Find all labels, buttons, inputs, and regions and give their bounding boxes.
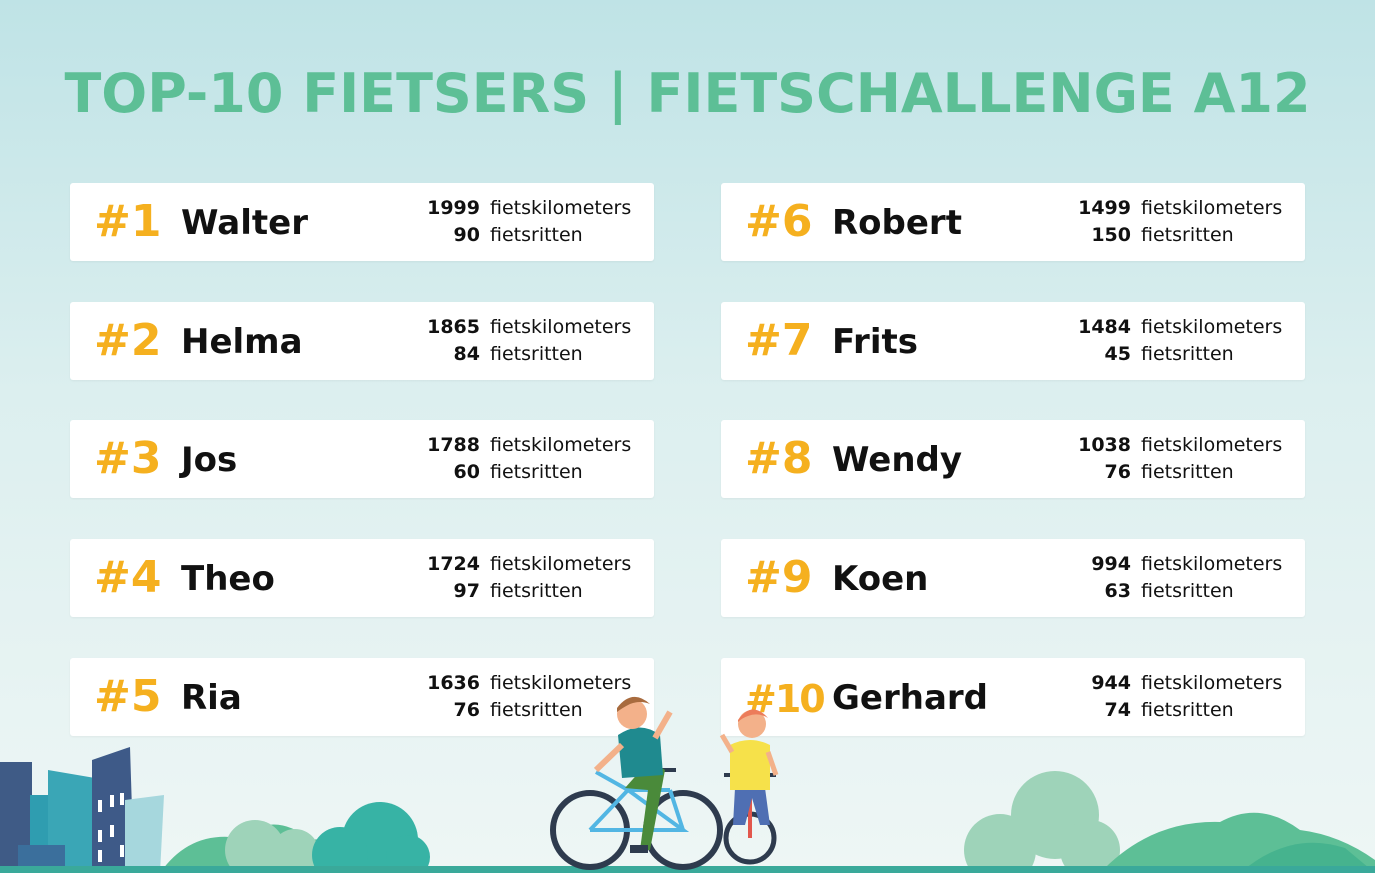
- rider-name: Theo: [181, 559, 275, 599]
- leaderboard-card-8: #8 Wendy 1038 fietskilometers 76 fietsritt…: [721, 420, 1305, 498]
- rides-value: 84: [453, 343, 480, 365]
- km-value: 1865: [427, 316, 480, 338]
- rides-unit: fietsritten: [490, 224, 583, 246]
- rider-name: Robert: [832, 203, 962, 243]
- rider-stats: 1038 fietskilometers 76 fietsritten: [1078, 434, 1283, 488]
- leaderboard-card-6: #6 Robert 1499 fietskilometers 150 fietsri…: [721, 183, 1305, 261]
- rides-unit: fietsritten: [1141, 580, 1234, 602]
- rider-name: Helma: [181, 322, 303, 362]
- km-value: 1484: [1078, 316, 1131, 338]
- rides-unit: fietsritten: [1141, 224, 1234, 246]
- rank-number: #7: [745, 315, 813, 366]
- rides-unit: fietsritten: [490, 461, 583, 483]
- rider-name: Wendy: [832, 440, 963, 480]
- rank-number: #8: [745, 433, 813, 484]
- rides-value: 45: [1104, 343, 1131, 365]
- km-unit: fietskilometers: [490, 434, 632, 456]
- km-unit: fietskilometers: [490, 553, 632, 575]
- bushes-icon: [160, 802, 430, 873]
- rank-number: #1: [94, 196, 162, 247]
- km-value: 994: [1091, 553, 1131, 575]
- rider-name: Koen: [832, 559, 929, 599]
- rides-unit: fietsritten: [1141, 699, 1234, 721]
- km-unit: fietskilometers: [1141, 553, 1283, 575]
- rank-number: #3: [94, 433, 162, 484]
- rider-stats: 1484 fietskilometers 45 fietsritten: [1078, 316, 1283, 370]
- rides-unit: fietsritten: [1141, 343, 1234, 365]
- leaderboard-card-4: #4 Theo 1724 fietskilometers 97 fietsritte…: [70, 539, 654, 617]
- rides-unit: fietsritten: [490, 580, 583, 602]
- leaderboard-card-7: #7 Frits 1484 fietskilometers 45 fietsritt…: [721, 302, 1305, 380]
- rider-stats: 1636 fietskilometers 76 fietsritten: [427, 672, 632, 726]
- rank-number: #4: [94, 552, 162, 603]
- rides-value: 74: [1104, 699, 1131, 721]
- leaderboard-card-9: #9 Koen 994 fietskilometers 63 fietsritten: [721, 539, 1305, 617]
- rides-unit: fietsritten: [490, 699, 583, 721]
- rider-name: Jos: [181, 440, 238, 480]
- city-buildings-icon: [0, 747, 164, 873]
- km-unit: fietskilometers: [490, 316, 632, 338]
- rider-name: Walter: [181, 203, 308, 243]
- km-value: 1788: [427, 434, 480, 456]
- rides-value: 60: [453, 461, 480, 483]
- leaderboard-card-3: #3 Jos 1788 fietskilometers 60 fietsritten: [70, 420, 654, 498]
- km-value: 1499: [1078, 197, 1131, 219]
- rider-stats: 1788 fietskilometers 60 fietsritten: [427, 434, 632, 488]
- leaderboard-card-2: #2 Helma 1865 fietskilometers 84 fietsritt…: [70, 302, 654, 380]
- rider-stats: 994 fietskilometers 63 fietsritten: [1091, 553, 1283, 607]
- km-unit: fietskilometers: [1141, 316, 1283, 338]
- rides-value: 97: [453, 580, 480, 602]
- rider-stats: 944 fietskilometers 74 fietsritten: [1091, 672, 1283, 726]
- rides-value: 90: [453, 224, 480, 246]
- rides-value: 150: [1091, 224, 1131, 246]
- km-value: 1038: [1078, 434, 1131, 456]
- rider-stats: 1865 fietskilometers 84 fietsritten: [427, 316, 632, 370]
- rides-value: 76: [1104, 461, 1131, 483]
- km-unit: fietskilometers: [490, 197, 632, 219]
- km-unit: fietskilometers: [1141, 197, 1283, 219]
- rank-number: #10: [745, 677, 826, 721]
- rider-name: Frits: [832, 322, 918, 362]
- rides-value: 63: [1104, 580, 1131, 602]
- km-unit: fietskilometers: [490, 672, 632, 694]
- km-value: 1999: [427, 197, 480, 219]
- km-unit: fietskilometers: [1141, 672, 1283, 694]
- bushes-icon: [964, 771, 1375, 873]
- rank-number: #9: [745, 552, 813, 603]
- rank-number: #6: [745, 196, 813, 247]
- leaderboard-card-10: #10 Gerhard 944 fietskilometers 74 fietsri…: [721, 658, 1305, 736]
- km-unit: fietskilometers: [1141, 434, 1283, 456]
- page-title: TOP-10 FIETSERS | FIETSCHALLENGE A12: [64, 62, 1311, 125]
- rank-number: #2: [94, 315, 162, 366]
- rider-name: Gerhard: [832, 678, 988, 718]
- leaderboard-card-5: #5 Ria 1636 fietskilometers 76 fietsritten: [70, 658, 654, 736]
- rider-stats: 1999 fietskilometers 90 fietsritten: [427, 197, 632, 251]
- rides-value: 76: [453, 699, 480, 721]
- leaderboard-card-1: #1 Walter 1999 fietskilometers 90 fietsrit…: [70, 183, 654, 261]
- km-value: 944: [1091, 672, 1131, 694]
- rides-unit: fietsritten: [1141, 461, 1234, 483]
- rider-stats: 1724 fietskilometers 97 fietsritten: [427, 553, 632, 607]
- rides-unit: fietsritten: [490, 343, 583, 365]
- rider-stats: 1499 fietskilometers 150 fietsritten: [1078, 197, 1283, 251]
- km-value: 1636: [427, 672, 480, 694]
- rider-name: Ria: [181, 678, 242, 718]
- km-value: 1724: [427, 553, 480, 575]
- rank-number: #5: [94, 671, 162, 722]
